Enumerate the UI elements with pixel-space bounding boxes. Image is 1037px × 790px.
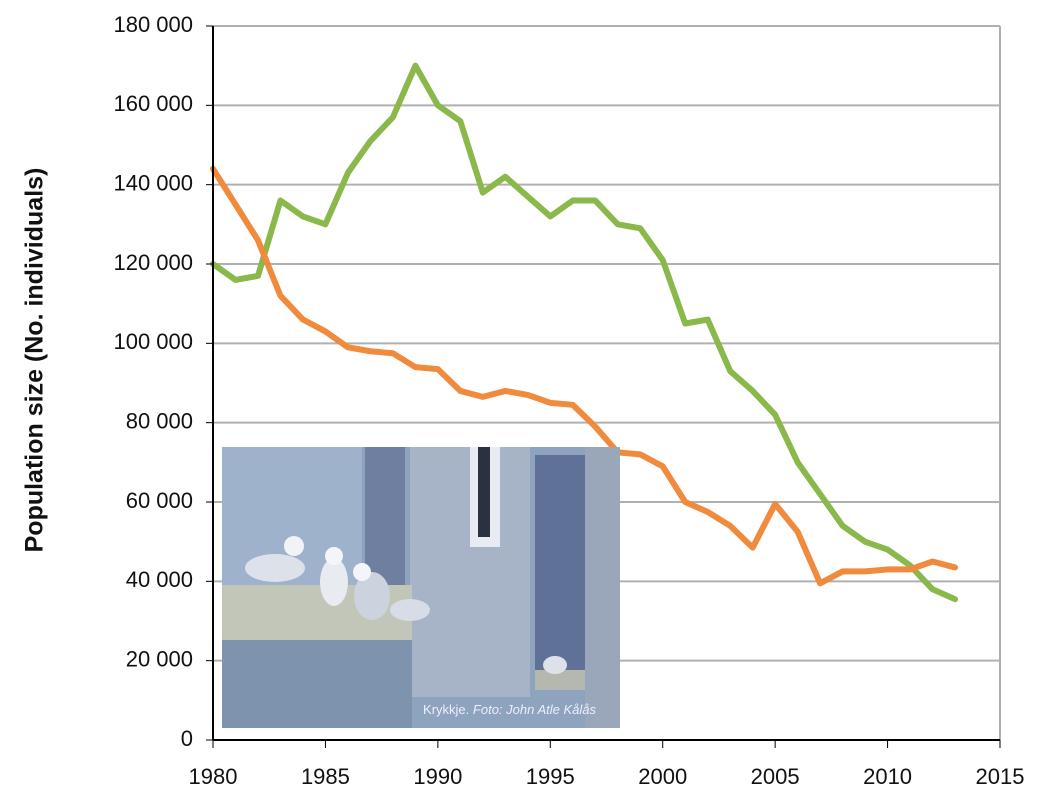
y-tick-label: 80 000 [126, 408, 193, 433]
x-tick-label: 2015 [976, 764, 1025, 789]
bird [245, 554, 305, 582]
caption: Krykkje. [423, 702, 469, 717]
bird [390, 599, 430, 621]
wall [585, 447, 620, 728]
bird-head [284, 536, 304, 556]
x-tick-label: 2000 [638, 764, 687, 789]
y-tick-label: 60 000 [126, 488, 193, 513]
y-tick-label: 140 000 [113, 170, 193, 195]
y-tick-label: 20 000 [126, 646, 193, 671]
y-tick-label: 40 000 [126, 567, 193, 592]
lines [210, 62, 959, 603]
photo-inset: Krykkje. Foto: John Atle Kålås [222, 447, 620, 728]
y-tick-label: 120 000 [113, 250, 193, 275]
credit: Foto: John Atle Kålås [473, 702, 597, 717]
bird [354, 572, 390, 620]
wall-lower [222, 640, 412, 728]
series-line [210, 165, 959, 587]
bird [320, 558, 348, 606]
x-tick-label: 2010 [863, 764, 912, 789]
x-tick-label: 2005 [751, 764, 800, 789]
photo-caption: Krykkje. Foto: John Atle Kålås [423, 702, 596, 717]
y-axis-label: Population size (No. individuals) [21, 168, 49, 553]
y-tick-label: 100 000 [113, 329, 193, 354]
bird-head [325, 547, 343, 565]
x-tick-label: 1985 [301, 764, 350, 789]
bird-head [353, 563, 371, 581]
series-line [210, 62, 959, 603]
ledge [535, 670, 585, 690]
axes: 0 20 000 40 000 60 000 80 000 100 000 120 000 1… [113, 12, 1024, 789]
y-tick-label: 160 000 [113, 91, 193, 116]
x-tick-label: 1990 [413, 764, 462, 789]
y-tick-label: 0 [181, 726, 193, 751]
x-tick-label: 1980 [189, 764, 238, 789]
x-tick-label: 1995 [526, 764, 575, 789]
window-pane [478, 447, 490, 537]
bird [543, 656, 567, 674]
y-tick-label: 180 000 [113, 12, 193, 37]
door [535, 455, 585, 685]
